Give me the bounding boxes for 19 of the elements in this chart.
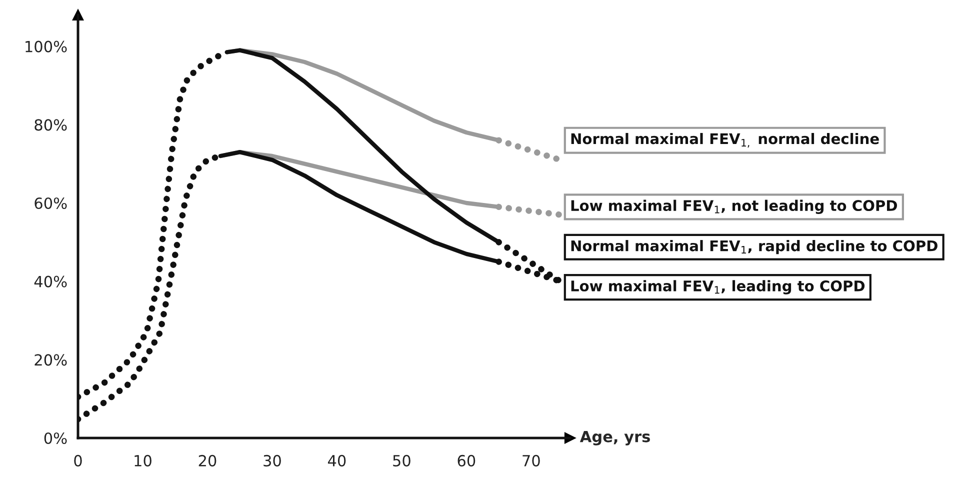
y-tick-label: 0% [44, 432, 67, 444]
x-axis-title: Age, yrs [580, 430, 650, 446]
x-tick-label: 30 [264, 454, 281, 466]
x-tick-label: 0 [74, 454, 82, 466]
text: Low maximal FEV$_{1}$, leading to COPD [571, 280, 865, 294]
text: Low maximal FEV$_{1}$, not leading to COPD [571, 200, 897, 214]
y-tick-label: 80% [34, 119, 67, 131]
x-tick-label: 50 [393, 454, 410, 466]
x-tick-label: 20 [198, 454, 216, 466]
y-tick-label: 100% [26, 40, 67, 52]
y-tick-label: 40% [34, 276, 67, 288]
text: Normal maximal FEV$_{1,}$ normal decline [571, 132, 879, 148]
y-tick-label: 60% [34, 197, 67, 210]
x-tick-label: 40 [328, 454, 346, 466]
y-tick-label: 20% [34, 354, 67, 366]
text: Normal maximal FEV$_{1}$, rapid decline to COPD [571, 240, 938, 254]
x-tick-label: 60 [458, 454, 476, 466]
x-tick-label: 10 [134, 454, 152, 466]
x-tick-label: 70 [522, 454, 540, 466]
